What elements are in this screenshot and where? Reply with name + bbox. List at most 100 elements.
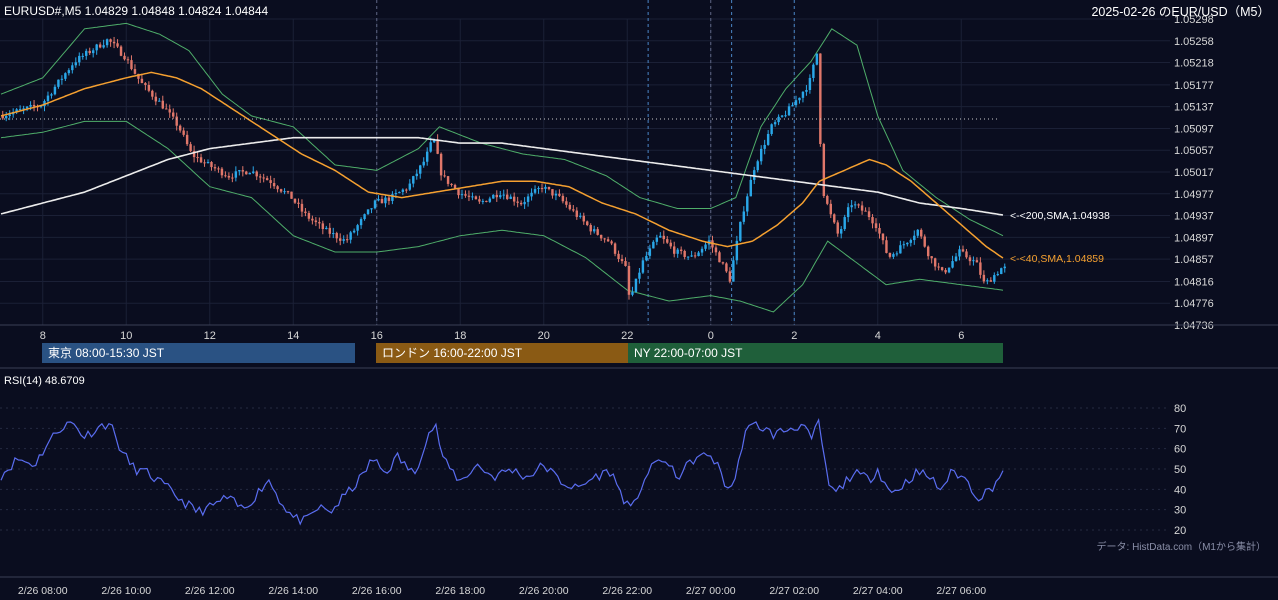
candle-body (297, 202, 300, 204)
moving-averages (0, 71, 1004, 259)
candle-body (384, 197, 387, 204)
candle (126, 56, 130, 64)
candle-body (394, 193, 398, 195)
candle (784, 110, 787, 118)
candle-body (182, 130, 185, 135)
candle (370, 208, 373, 214)
candle (158, 98, 161, 102)
candle (648, 244, 652, 260)
candle-body (679, 249, 683, 251)
candle (206, 159, 210, 164)
candle (481, 198, 485, 205)
hour-tick-label: 10 (120, 330, 132, 342)
candle-body (245, 171, 248, 175)
candle (91, 48, 95, 58)
candle (826, 194, 829, 206)
candle-body (669, 242, 672, 247)
candle (356, 223, 359, 236)
candle (582, 212, 585, 225)
candle-body (634, 278, 638, 293)
candle (739, 221, 742, 242)
candle (728, 267, 732, 284)
candle-body (220, 168, 224, 176)
candle-body (850, 205, 853, 208)
candle (579, 212, 582, 219)
candle-body (293, 198, 297, 203)
candle-body (130, 60, 133, 70)
candle (384, 194, 387, 208)
candle (8, 110, 11, 121)
rsi-tick-label: 30 (1174, 505, 1186, 517)
candle-body (199, 157, 203, 163)
candle-body (853, 204, 857, 206)
candle (519, 200, 523, 206)
candle (443, 170, 446, 178)
candle-body (631, 292, 634, 295)
candle-body (158, 100, 161, 102)
candle-body (119, 46, 123, 56)
candle-body (909, 240, 913, 243)
candle-body (989, 280, 993, 282)
rsi-tick-label: 60 (1174, 444, 1186, 456)
candle-body (624, 261, 627, 266)
candle-body (746, 196, 749, 212)
candle (930, 255, 933, 264)
hour-tick-label: 18 (454, 330, 466, 342)
candle (603, 237, 606, 243)
candle (878, 223, 881, 239)
candle-body (791, 105, 794, 107)
candle-body (342, 239, 345, 241)
candle-body (453, 184, 457, 189)
candle-body (1000, 268, 1003, 275)
candle-body (144, 83, 147, 85)
candle (599, 234, 603, 242)
rsi-tick-label: 80 (1174, 403, 1186, 415)
candle-body (81, 55, 84, 57)
candle-body (147, 84, 151, 91)
candle (457, 188, 460, 199)
candle-body (885, 240, 888, 253)
candle-body (725, 263, 728, 272)
candle (506, 189, 509, 201)
candle (846, 203, 850, 223)
candle-body (888, 252, 892, 257)
candle-body (46, 95, 50, 101)
candle-body (210, 162, 213, 168)
candle (373, 199, 377, 210)
candle (380, 195, 384, 204)
candle-body (673, 246, 676, 254)
candle (64, 72, 67, 82)
candle (405, 188, 408, 194)
candle (220, 167, 224, 179)
candle-body (258, 176, 262, 178)
candle (276, 185, 279, 193)
candle-body (993, 275, 996, 282)
candle (606, 236, 610, 242)
candle-body (676, 249, 679, 254)
candle (377, 195, 380, 202)
candle (679, 246, 683, 255)
candle-body (961, 249, 965, 252)
candle-body (794, 100, 798, 106)
candle (238, 169, 241, 176)
candle (415, 169, 418, 180)
candle (787, 103, 791, 116)
candle (951, 255, 954, 269)
candle (325, 225, 328, 230)
candle-body (840, 229, 843, 234)
candle-body (85, 50, 88, 56)
candle (972, 256, 975, 266)
candle (756, 159, 759, 173)
candle-body (276, 186, 279, 190)
candle (439, 152, 443, 181)
hour-tick-label: 8 (40, 330, 46, 342)
candle (770, 123, 773, 136)
candle-body (415, 173, 418, 177)
candle (363, 213, 366, 221)
candle (175, 112, 178, 131)
candle (982, 270, 986, 284)
candle (241, 166, 245, 177)
candle-body (15, 109, 18, 113)
candle (234, 166, 238, 182)
candle-body (502, 194, 505, 196)
